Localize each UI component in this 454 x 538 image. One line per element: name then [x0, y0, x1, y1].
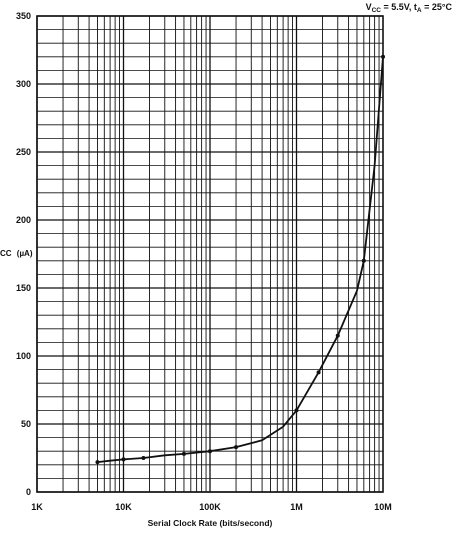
plot-frame [36, 15, 384, 493]
x-axis-label: Serial Clock Rate (bits/second) [148, 518, 273, 528]
x-tick-label: 1M [290, 502, 303, 512]
x-tick-label: 10M [374, 502, 392, 512]
data-point [294, 408, 299, 413]
series-layer [97, 56, 384, 463]
y-tick-label: 150 [16, 283, 31, 293]
y-tick-labels: 0 50 100 150 200 250 300 350 [16, 11, 31, 497]
x-tick-label: 100K [199, 502, 221, 512]
x-tick-label: 1K [31, 502, 43, 512]
data-point [234, 445, 239, 450]
series-line [97, 56, 384, 463]
grid-layer [36, 15, 383, 493]
data-point [121, 457, 126, 462]
data-point [316, 370, 321, 375]
data-point [141, 456, 146, 460]
y-tick-label: 100 [16, 351, 31, 361]
y-tick-label: 300 [16, 79, 31, 89]
y-tick-label: 200 [16, 215, 31, 225]
y-tick-label: 50 [21, 419, 31, 429]
y-axis-label: CC (µA) [0, 249, 33, 258]
data-point [335, 333, 340, 338]
y-tick-label: 350 [16, 11, 31, 21]
marker-layer [95, 54, 385, 465]
y-tick-label: 0 [26, 487, 31, 497]
data-point [381, 54, 385, 59]
annotation: VCC = 5.5V, tA = 25°C [366, 2, 453, 14]
x-tick-labels: 1K 10K 100K 1M 10M [31, 502, 392, 512]
x-tick-label: 10K [115, 502, 132, 512]
y-tick-label: 250 [16, 147, 31, 157]
data-point [181, 451, 186, 456]
data-point [95, 460, 100, 465]
data-point [361, 258, 366, 263]
data-point [208, 449, 212, 454]
